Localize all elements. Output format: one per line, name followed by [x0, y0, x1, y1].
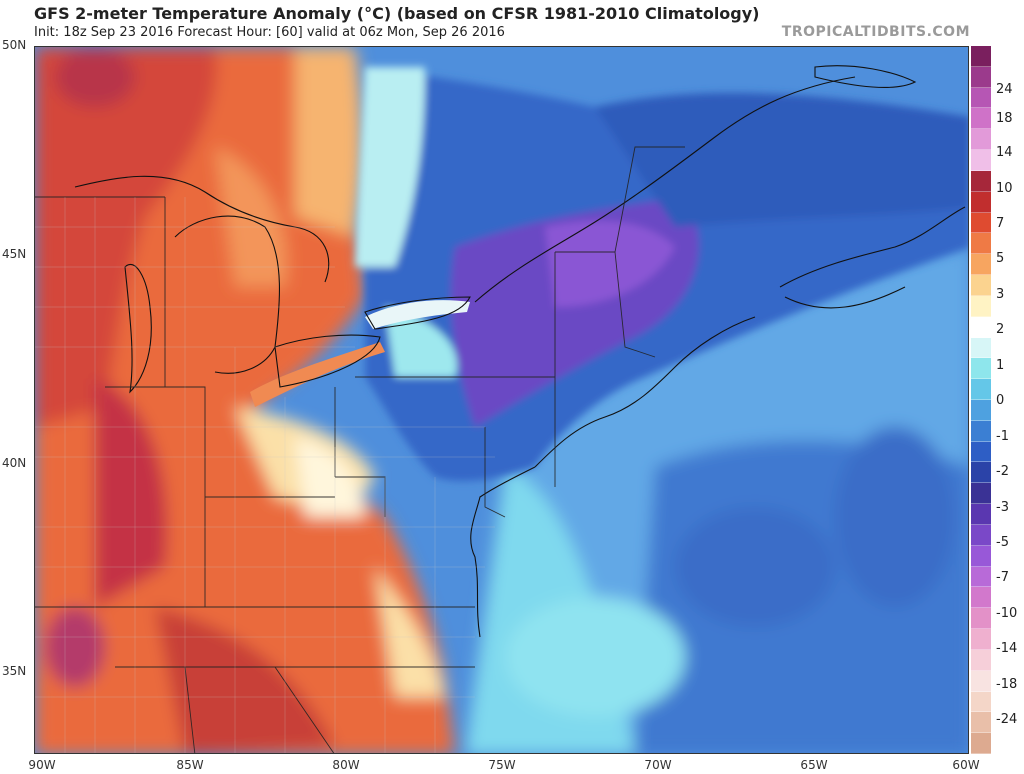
- colorbar-swatch: [971, 691, 991, 713]
- lake-erie: [250, 342, 385, 407]
- colorbar-swatch: [971, 649, 991, 671]
- colorbar-label: 14: [996, 145, 1013, 160]
- colorbar-swatch: [971, 295, 991, 317]
- lat-label-40n: 40N: [2, 456, 27, 470]
- colorbar-swatch: [971, 441, 991, 463]
- lon-label-80w: 80W: [332, 758, 360, 772]
- colorbar-swatch: [971, 504, 991, 525]
- colorbar-swatch: [971, 670, 991, 692]
- lon-label-75w: 75W: [488, 758, 516, 772]
- colorbar-swatch: [971, 400, 991, 421]
- lat-label-45n: 45N: [2, 247, 27, 261]
- lon-label-65w: 65W: [800, 758, 828, 772]
- colorbar-label: -2: [996, 464, 1009, 479]
- colorbar-swatch: [971, 608, 991, 630]
- lon-label-70w: 70W: [644, 758, 672, 772]
- state-borders: [35, 146, 685, 753]
- colorbar-swatch: [971, 316, 991, 338]
- colorbar-swatch: [971, 87, 991, 109]
- lon-label-60w: 60W: [952, 758, 980, 772]
- lon-label-90w: 90W: [28, 758, 56, 772]
- lat-label-35n: 35N: [2, 664, 27, 678]
- colorbar-label: -5: [996, 535, 1009, 550]
- colorbar-label: 3: [996, 287, 1005, 302]
- lat-label-50n: 50N: [2, 38, 27, 52]
- colorbar-swatch: [971, 733, 991, 754]
- colorbar-label: 5: [996, 251, 1005, 266]
- colorbar-label: 2: [996, 322, 1005, 337]
- colorbar-swatch: [971, 545, 991, 567]
- colorbar-swatch: [971, 483, 991, 505]
- lake-ontario: [365, 300, 470, 329]
- colorbar-label: 1: [996, 358, 1005, 373]
- lon-label-85w: 85W: [176, 758, 204, 772]
- colorbar-swatch: [971, 46, 991, 67]
- colorbar-label: -10: [996, 606, 1018, 621]
- colorbar-swatch: [971, 462, 991, 484]
- colorbar-swatch: [971, 212, 991, 234]
- colorbar-swatch: [971, 358, 991, 380]
- coastlines: [74, 65, 966, 638]
- colorbar-swatch: [971, 566, 991, 588]
- brand-watermark: TROPICALTIDBITS.COM: [781, 24, 970, 40]
- colorbar-swatch: [971, 524, 991, 546]
- colorbar-label: -7: [996, 570, 1009, 585]
- colorbar-label: -3: [996, 500, 1009, 515]
- colorbar-swatch: [971, 66, 991, 88]
- colorbar-swatch: [971, 108, 991, 130]
- colorbar-label: 10: [996, 181, 1013, 196]
- colorbar-swatch: [971, 275, 991, 296]
- colorbar-swatch: [971, 254, 991, 276]
- colorbar-label: 0: [996, 393, 1005, 408]
- colorbar-label: -1: [996, 429, 1009, 444]
- colorbar-swatch: [971, 337, 991, 359]
- colorbar-swatch: [971, 170, 991, 192]
- colorbar-swatch: [971, 379, 991, 400]
- title-bar: GFS 2-meter Temperature Anomaly (°C) (ba…: [0, 0, 1024, 46]
- map-title: GFS 2-meter Temperature Anomaly (°C) (ba…: [34, 4, 760, 23]
- colorbar-swatch: [971, 129, 991, 151]
- colorbar-swatch: [971, 233, 991, 255]
- colorbar-swatch: [971, 629, 991, 650]
- anomaly-map: [34, 46, 969, 754]
- map-subtitle: Init: 18z Sep 23 2016 Forecast Hour: [60…: [34, 25, 505, 40]
- colorbar-label: -14: [996, 641, 1018, 656]
- colorbar-label: -18: [996, 677, 1018, 692]
- colorbar-swatch: [971, 587, 991, 609]
- colorbar-swatch: [971, 712, 991, 734]
- colorbar-label: 24: [996, 82, 1013, 97]
- colorbar-label: -24: [996, 712, 1018, 727]
- colorbar-swatch: [971, 420, 991, 442]
- county-lines: [35, 197, 495, 753]
- colorbar-swatch: [971, 150, 991, 171]
- colorbar-label: 7: [996, 216, 1005, 231]
- colorbar-label: 18: [996, 111, 1013, 126]
- colorbar-swatch: [971, 191, 991, 213]
- colorbar: [971, 46, 991, 754]
- map-canvas: [35, 47, 968, 753]
